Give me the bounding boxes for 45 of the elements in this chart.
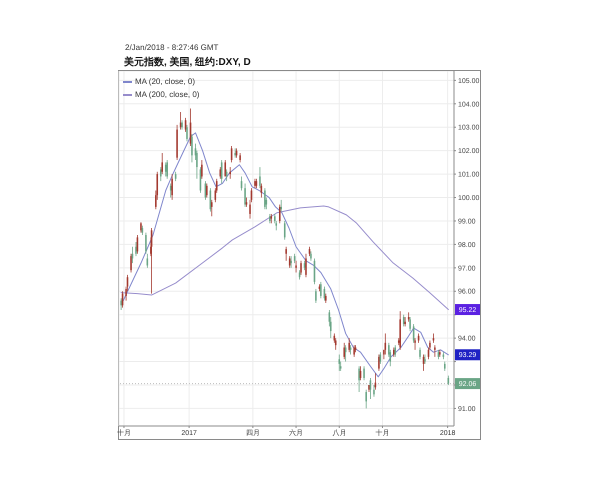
candlestick	[432, 333, 434, 344]
candlestick	[374, 372, 376, 390]
candlestick	[444, 361, 446, 372]
candlestick	[325, 293, 327, 304]
candlestick	[288, 256, 290, 268]
candlestick	[230, 146, 232, 163]
candlestick	[285, 246, 287, 262]
candlestick	[260, 183, 262, 198]
candlestick	[298, 270, 300, 280]
candlestick	[384, 333, 386, 355]
candlestick	[343, 342, 346, 360]
candlestick	[142, 225, 144, 236]
candlestick	[206, 183, 208, 198]
candlestick	[174, 171, 176, 182]
candlestick	[380, 352, 382, 364]
candlestick	[338, 354, 340, 372]
candlestick	[314, 258, 316, 285]
legend-label: MA (20, close, 0)	[135, 77, 196, 86]
candlestick	[363, 366, 365, 381]
candlestick	[448, 375, 450, 386]
candlestick	[365, 389, 367, 409]
candlestick	[284, 220, 286, 240]
candlestick	[201, 160, 203, 180]
candlestick	[146, 253, 148, 268]
candlestick	[348, 338, 350, 353]
candlestick	[434, 344, 436, 358]
candlestick	[315, 288, 317, 304]
candlestick	[419, 347, 421, 360]
candlestick	[234, 148, 236, 158]
legend-label: MA (200, close, 0)	[135, 90, 200, 99]
candlestick	[320, 281, 322, 299]
candlestick	[394, 344, 396, 358]
candlestick	[412, 324, 414, 344]
candlestick	[408, 312, 410, 322]
chart-subtitle: 2/Jan/2018 - 8:27:46 GMT	[125, 43, 218, 52]
candlestick	[239, 152, 241, 163]
candlestick	[256, 178, 258, 189]
candlestick	[240, 176, 242, 191]
chart-title: 美元指数, 美国, 纽约:DXY, D	[124, 55, 251, 69]
candlestick	[402, 314, 405, 327]
candlestick	[418, 333, 420, 344]
candlestick	[170, 183, 172, 198]
candlestick	[164, 162, 167, 177]
candlestick	[294, 253, 296, 264]
line-series	[120, 205, 449, 310]
